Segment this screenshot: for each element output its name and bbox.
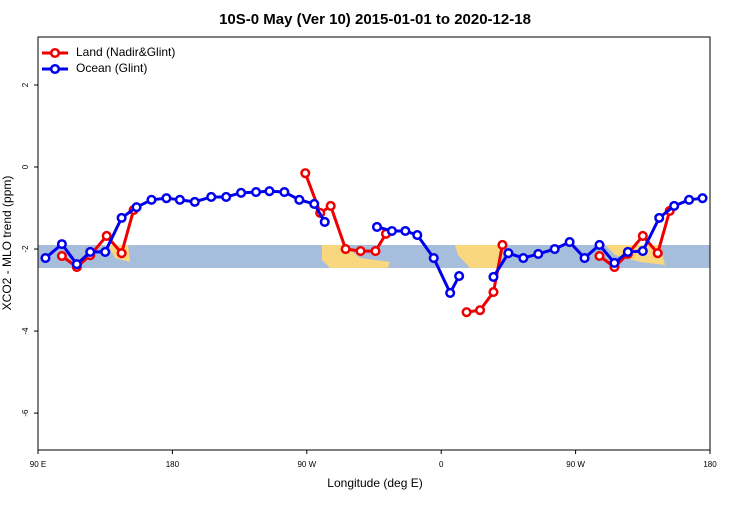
x-tick-label: 180 — [703, 460, 717, 469]
data-point — [325, 200, 336, 212]
data-point — [654, 212, 665, 223]
data-point — [56, 239, 67, 250]
data-point — [652, 248, 663, 259]
x-axis-label: Longitude (deg E) — [327, 476, 422, 490]
data-point — [386, 225, 397, 237]
plot-frame — [37, 36, 711, 451]
data-point — [549, 243, 560, 255]
data-point — [174, 194, 185, 205]
x-tick-label: 0 — [439, 460, 444, 469]
data-point — [250, 186, 262, 198]
land-patch — [455, 245, 505, 268]
x-tick-label: 90 W — [566, 460, 585, 469]
data-point — [637, 246, 648, 257]
data-point — [264, 186, 275, 197]
data-point — [116, 248, 127, 259]
legend-marker — [49, 63, 61, 75]
data-point — [609, 257, 620, 269]
y-tick-label: 0 — [21, 164, 30, 169]
data-point — [236, 187, 247, 198]
x-tick-label: 180 — [166, 460, 180, 469]
y-tick-label: -6 — [21, 409, 30, 417]
data-point — [340, 243, 351, 255]
data-point — [594, 250, 605, 262]
data-point — [370, 246, 381, 257]
data-point — [474, 305, 486, 316]
data-point — [100, 246, 111, 257]
land-patch — [322, 245, 390, 268]
data-point — [412, 230, 423, 241]
data-point — [497, 239, 508, 250]
x-tick-label: 90 W — [297, 460, 316, 469]
y-axis-label: XCO2 - MLO trend (ppm) — [0, 176, 14, 311]
data-point — [116, 212, 127, 223]
data-point — [445, 287, 456, 298]
y-tick-label: -4 — [21, 327, 30, 335]
data-point — [294, 194, 305, 205]
data-point — [161, 193, 172, 204]
y-tick-label: -2 — [21, 245, 30, 253]
data-point — [71, 259, 82, 270]
data-point — [594, 239, 605, 250]
data-point — [131, 202, 142, 213]
data-point — [488, 271, 499, 282]
data-point — [355, 246, 366, 257]
legend-marker — [49, 47, 61, 59]
data-point — [622, 246, 633, 257]
data-point — [56, 250, 67, 262]
data-point — [488, 287, 499, 298]
data-point — [564, 237, 575, 248]
data-point — [221, 191, 232, 203]
legend-label: Ocean (Glint) — [76, 61, 147, 75]
data-point — [503, 248, 514, 259]
data-point — [637, 230, 648, 241]
y-tick-label: 2 — [21, 82, 30, 87]
data-point — [206, 191, 217, 203]
data-point — [146, 194, 157, 205]
data-point — [300, 168, 311, 179]
data-point — [697, 193, 708, 204]
chart-title: 10S-0 May (Ver 10) 2015-01-01 to 2020-12… — [219, 11, 531, 28]
data-point — [40, 253, 51, 264]
data-point — [461, 307, 472, 318]
data-point — [454, 271, 465, 282]
data-point — [85, 246, 96, 257]
data-point — [319, 216, 330, 228]
data-point — [669, 200, 680, 212]
data-point — [400, 225, 411, 237]
data-point — [189, 196, 200, 207]
data-point — [533, 248, 544, 260]
data-point — [371, 221, 383, 232]
data-point — [684, 194, 695, 205]
land-patch — [605, 245, 665, 265]
data-point — [579, 253, 590, 264]
legend-label: Land (Nadir&Glint) — [76, 45, 175, 59]
data-point — [309, 198, 320, 209]
data-point — [518, 253, 529, 264]
x-tick-label: 90 E — [30, 460, 46, 469]
data-point — [279, 186, 290, 198]
data-point — [101, 230, 112, 241]
data-point — [428, 253, 439, 264]
